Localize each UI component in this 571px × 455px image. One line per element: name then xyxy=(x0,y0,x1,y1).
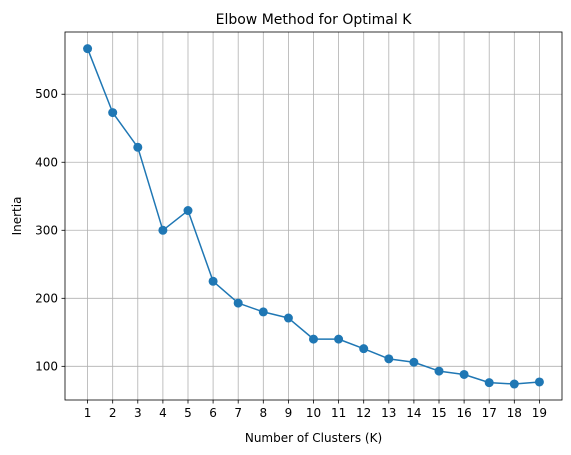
data-point xyxy=(459,369,469,379)
grid-lines xyxy=(65,32,562,400)
data-point xyxy=(309,334,318,344)
x-tick-label: 15 xyxy=(431,406,446,420)
x-tick-label: 14 xyxy=(406,406,421,420)
x-tick-label: 5 xyxy=(184,406,192,420)
data-point xyxy=(133,142,143,152)
x-tick-label: 3 xyxy=(134,406,142,420)
data-point xyxy=(409,357,419,367)
data-point xyxy=(258,307,268,317)
y-tick-label: 100 xyxy=(35,359,58,373)
x-tick-label: 19 xyxy=(532,406,547,420)
y-tick-label: 300 xyxy=(35,223,58,237)
x-tick-label: 17 xyxy=(482,406,497,420)
data-point xyxy=(384,354,394,364)
x-tick-label: 10 xyxy=(306,406,321,420)
y-axis-label: Inertia xyxy=(10,197,24,236)
x-axis: 1 2 3 4 5 6 7 8 9 10 11 12 13 14 15 16 17 18 19 xyxy=(84,400,547,420)
data-point xyxy=(208,276,218,286)
y-tick-label: 500 xyxy=(35,87,58,101)
data-point xyxy=(434,366,444,376)
data-point xyxy=(509,379,519,389)
data-point xyxy=(534,377,544,387)
data-point xyxy=(334,334,344,344)
x-tick-label: 8 xyxy=(259,406,267,420)
y-tick-label: 400 xyxy=(35,155,58,169)
chart-title: Elbow Method for Optimal K xyxy=(216,12,413,28)
series-layer xyxy=(83,44,544,389)
x-tick-label: 18 xyxy=(507,406,522,420)
x-tick-label: 16 xyxy=(456,406,471,420)
x-tick-label: 13 xyxy=(381,406,396,420)
data-point xyxy=(359,344,369,354)
x-tick-label: 1 xyxy=(84,406,92,420)
data-point xyxy=(158,225,168,235)
x-tick-label: 11 xyxy=(331,406,346,420)
data-point xyxy=(183,206,193,216)
y-tick-label: 200 xyxy=(35,291,58,305)
x-tick-label: 7 xyxy=(234,406,242,420)
x-tick-label: 12 xyxy=(356,406,371,420)
x-axis-label: Number of Clusters (K) xyxy=(245,431,382,445)
x-tick-label: 4 xyxy=(159,406,167,420)
data-point xyxy=(83,44,93,54)
data-point xyxy=(233,298,243,308)
x-tick-label: 9 xyxy=(285,406,293,420)
x-tick-label: 2 xyxy=(109,406,117,420)
x-tick-label: 6 xyxy=(209,406,217,420)
data-point xyxy=(108,108,118,118)
data-point xyxy=(484,378,494,388)
data-point xyxy=(283,313,293,323)
y-axis: 100 200 300 400 500 xyxy=(35,87,65,373)
